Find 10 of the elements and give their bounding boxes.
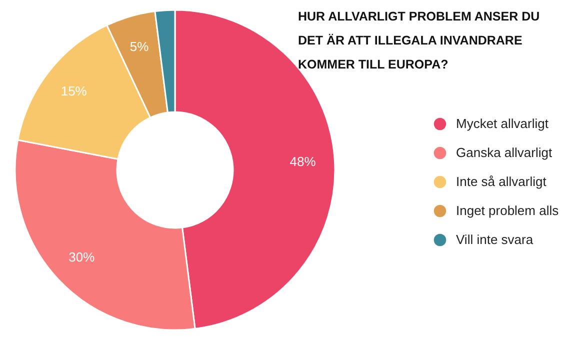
data-label: 48%: [290, 154, 316, 169]
data-label: 5%: [130, 39, 150, 54]
text: HUR ALLVARLIGT PROBLEM ANSER DU DET ÄR ATT ILLEGALA INVANDRARE KOMMER TILL EUROPA?: [298, 10, 540, 72]
legend-label: Mycket allvarligt: [456, 116, 549, 131]
legend-label: Vill inte svara: [456, 232, 534, 247]
data-label: 15%: [60, 84, 88, 99]
legend-label: Inte så allvarligt: [456, 174, 547, 189]
data-label: 30%: [68, 250, 96, 265]
legend-label: Ganska allvarligt: [456, 145, 552, 160]
legend-label: Inget problem alls: [456, 203, 560, 218]
